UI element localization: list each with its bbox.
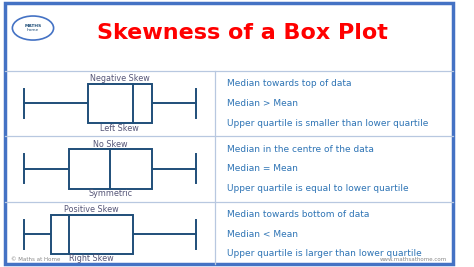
Bar: [51, 215, 133, 254]
Text: Median < Mean: Median < Mean: [227, 230, 298, 239]
Text: www.mathsathome.com: www.mathsathome.com: [379, 257, 447, 262]
FancyBboxPatch shape: [6, 3, 453, 264]
Text: No Skew: No Skew: [93, 140, 128, 149]
Bar: [88, 84, 152, 123]
Text: Skewness of a Box Plot: Skewness of a Box Plot: [97, 23, 388, 43]
Text: Median in the centre of the data: Median in the centre of the data: [227, 145, 374, 154]
Text: Median > Mean: Median > Mean: [227, 99, 298, 108]
Text: Symmetric: Symmetric: [88, 189, 132, 198]
Text: home: home: [27, 28, 39, 32]
Text: Upper quartile is larger than lower quartile: Upper quartile is larger than lower quar…: [227, 249, 421, 258]
Text: Negative Skew: Negative Skew: [90, 74, 150, 83]
Text: MATHS: MATHS: [24, 24, 42, 28]
Text: Positive Skew: Positive Skew: [64, 205, 119, 214]
Text: Upper quartile is equal to lower quartile: Upper quartile is equal to lower quartil…: [227, 184, 409, 193]
Text: Median towards bottom of data: Median towards bottom of data: [227, 210, 369, 219]
Text: Right Skew: Right Skew: [69, 254, 114, 264]
Circle shape: [12, 16, 54, 40]
Bar: [69, 149, 152, 189]
Text: Median towards top of data: Median towards top of data: [227, 79, 351, 88]
Text: © Maths at Home: © Maths at Home: [11, 257, 61, 262]
Text: Left Skew: Left Skew: [100, 124, 139, 133]
Text: Median = Mean: Median = Mean: [227, 164, 298, 173]
Text: Upper quartile is smaller than lower quartile: Upper quartile is smaller than lower qua…: [227, 119, 428, 128]
